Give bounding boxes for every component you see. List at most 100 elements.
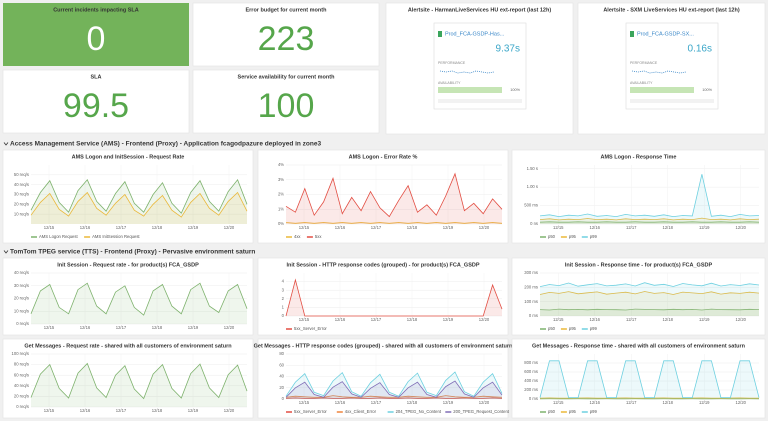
- series-line: [285, 278, 503, 317]
- legend-label: 5xx: [315, 234, 322, 239]
- y-tick-label: 2%: [278, 192, 284, 197]
- series-line: [30, 179, 248, 214]
- y-tick-label: 50 req/s: [14, 172, 29, 177]
- panel-title: Init Session - HTTP response codes (grou…: [286, 262, 479, 268]
- x-tick-label: 12/15: [299, 400, 310, 405]
- x-tick-label: 12/19: [443, 225, 454, 230]
- y-tick-label: 3: [282, 287, 285, 292]
- y-tick-label: 0 ms: [529, 313, 538, 318]
- x-tick-label: 12/15: [299, 225, 310, 230]
- panel: [257, 338, 509, 419]
- y-tick-label: 80: [279, 351, 284, 356]
- legend-label: 4xx: [294, 234, 301, 239]
- panel-title: SLA: [91, 74, 102, 80]
- legend-label: p99: [590, 234, 598, 239]
- legend-label: 204_TPEG_No_Content: [396, 409, 442, 414]
- series-line: [539, 308, 760, 311]
- x-tick-label: 12/18: [152, 225, 163, 230]
- x-tick-label: 12/16: [80, 325, 91, 330]
- series-line: [285, 222, 503, 224]
- x-tick-label: 12/18: [152, 325, 163, 330]
- x-tick-label: 12/19: [443, 317, 454, 322]
- series-line: [285, 371, 503, 397]
- y-tick-label: 4%: [278, 162, 284, 167]
- x-tick-label: 12/20: [479, 317, 490, 322]
- performance-label: PERFORMANCE: [438, 61, 466, 65]
- y-tick-label: 0%: [278, 221, 284, 226]
- panel: [2, 257, 254, 336]
- row-chevron: [3, 250, 9, 254]
- legend-label: 4xx_Client_Error: [345, 409, 377, 414]
- panel: [511, 149, 766, 244]
- x-tick-label: 12/18: [407, 400, 418, 405]
- series-line: [539, 291, 760, 295]
- panel-title: Current incidents impacting SLA: [53, 7, 139, 13]
- stat-value: 223: [258, 20, 315, 58]
- series-area: [540, 291, 759, 316]
- panel-title: AMS Logon - Response Time: [601, 154, 677, 160]
- x-tick-label: 12/16: [80, 225, 91, 230]
- row-chevron: [3, 142, 9, 146]
- y-tick-label: 40 req/s: [14, 383, 29, 388]
- x-tick-label: 12/17: [371, 317, 382, 322]
- x-tick-label: 12/17: [116, 225, 127, 230]
- x-tick-label: 12/20: [479, 225, 490, 230]
- row-title: Access Management Service (AMS) - Fronte…: [10, 141, 321, 148]
- x-tick-label: 12/15: [44, 325, 55, 330]
- x-tick-label: 12/17: [626, 400, 637, 405]
- availability-bar: [438, 87, 502, 93]
- x-tick-label: 12/20: [224, 225, 235, 230]
- legend-label: p50: [548, 409, 556, 414]
- series-area: [540, 360, 759, 399]
- panel-title: Alertsite - HarmanLiveServices HU ext-re…: [408, 7, 552, 13]
- x-tick-label: 12/19: [443, 400, 454, 405]
- x-tick-label: 12/20: [736, 400, 747, 405]
- panel-title: Error budget for current month: [246, 7, 328, 13]
- y-tick-label: 400 ms: [524, 378, 538, 383]
- y-tick-label: 0 ms: [529, 396, 538, 401]
- availability-bar: [630, 87, 694, 93]
- y-tick-label: 200 ms: [524, 387, 538, 392]
- y-tick-label: 30 req/s: [14, 192, 29, 197]
- y-tick-label: 200 ms: [524, 284, 538, 289]
- y-tick-label: 30 req/s: [14, 283, 29, 288]
- legend-label: p99: [590, 326, 598, 331]
- x-tick-label: 12/19: [699, 400, 710, 405]
- panel: [3, 3, 189, 66]
- x-tick-label: 12/19: [699, 225, 710, 230]
- legend-label: 5xx_Server_Error: [294, 326, 327, 331]
- y-tick-label: 40: [279, 374, 284, 379]
- panel: [2, 338, 254, 419]
- series-line: [30, 191, 248, 218]
- x-tick-label: 12/18: [663, 400, 674, 405]
- stat-value: 100: [258, 87, 315, 125]
- x-tick-label: 12/20: [736, 317, 747, 322]
- series-line: [30, 282, 248, 316]
- legend-label: 5xx_Server_Error: [294, 409, 327, 414]
- x-tick-label: 12/20: [224, 408, 235, 413]
- x-tick-label: 12/17: [116, 408, 127, 413]
- row-title: TomTom TPEG service (TTS) - Frontend (Pr…: [10, 249, 255, 256]
- y-tick-label: 600 ms: [524, 369, 538, 374]
- monitor-card: [625, 22, 719, 110]
- y-tick-label: 3%: [278, 177, 284, 182]
- y-tick-label: 2: [282, 296, 285, 301]
- stat-value: 0: [87, 20, 106, 58]
- panel-title: AMS Logon and InitSession - Request Rate: [72, 154, 185, 160]
- legend-label: p50: [548, 326, 556, 331]
- y-tick-label: 800 ms: [524, 360, 538, 365]
- series-line: [539, 360, 760, 398]
- panel: [2, 149, 254, 244]
- series-area: [31, 363, 247, 407]
- panel-title: AMS Logon - Error Rate %: [349, 154, 418, 160]
- x-tick-label: 12/17: [116, 325, 127, 330]
- series-line: [539, 282, 760, 287]
- x-tick-label: 12/15: [299, 317, 310, 322]
- availability-label: AVAILABILITY: [438, 81, 461, 85]
- series-line: [539, 174, 760, 218]
- y-tick-label: 100 req/s: [12, 351, 29, 356]
- availability-label: AVAILABILITY: [630, 81, 653, 85]
- legend-label: p95: [569, 234, 577, 239]
- panel-title: Alertsite - SXM LiveServices HU ext-repo…: [603, 7, 739, 13]
